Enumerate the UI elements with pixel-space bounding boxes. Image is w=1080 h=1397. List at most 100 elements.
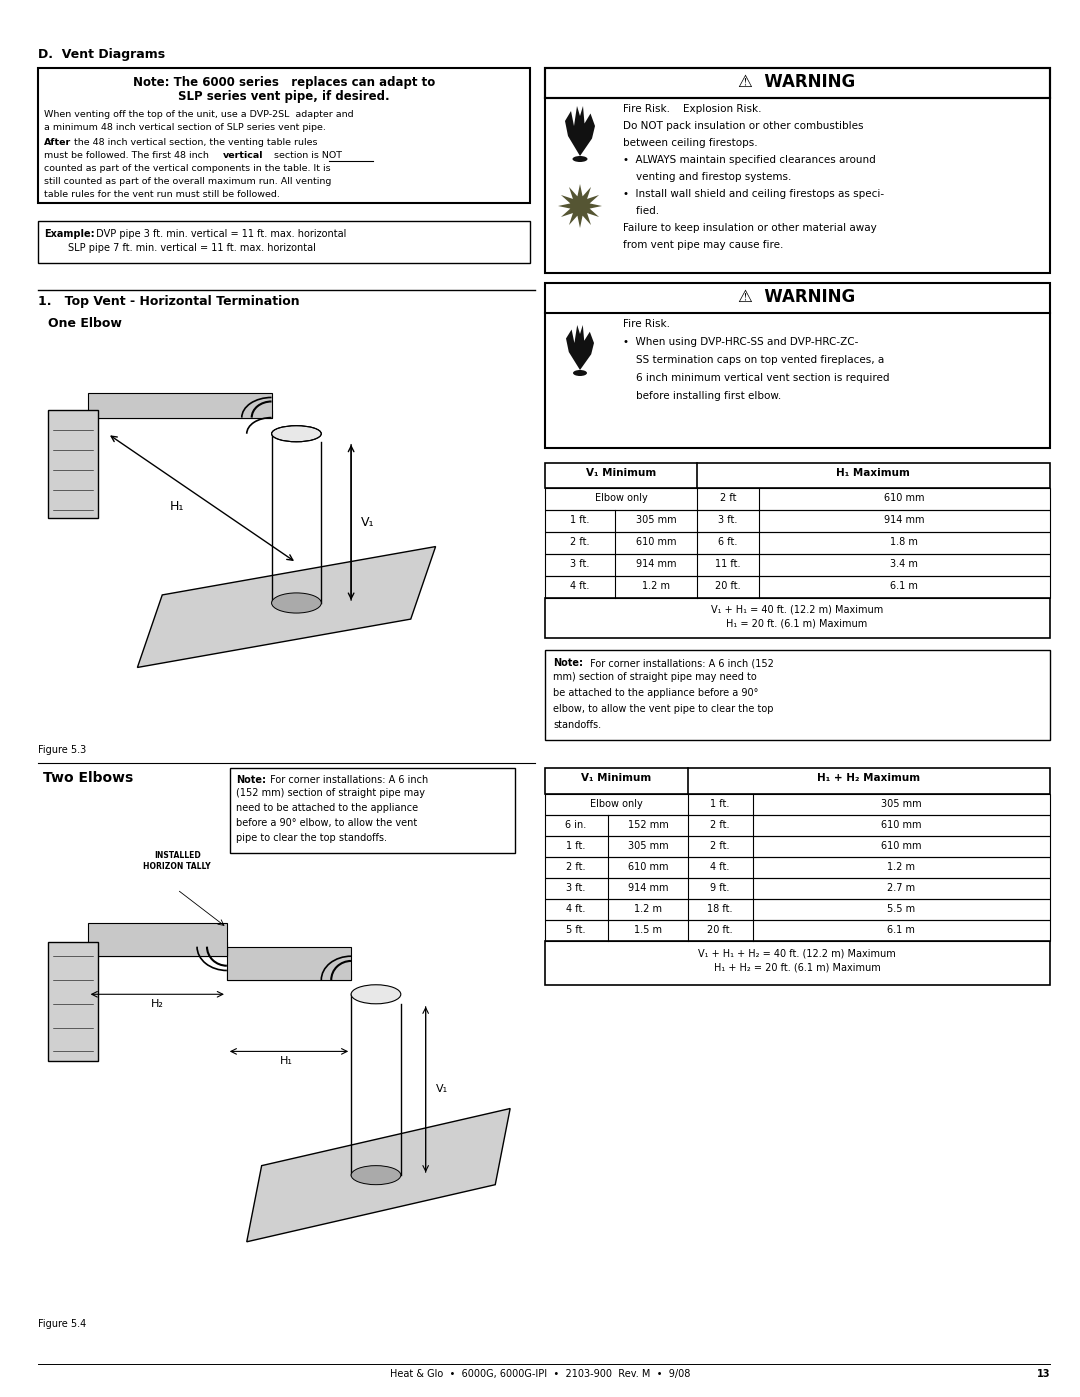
- Text: V₁ Minimum: V₁ Minimum: [581, 773, 651, 782]
- Bar: [545, 68, 1050, 98]
- Text: INSTALLED
HORIZON TALLY: INSTALLED HORIZON TALLY: [144, 851, 211, 870]
- Text: (152 mm) section of straight pipe may: (152 mm) section of straight pipe may: [237, 788, 426, 798]
- Bar: [38, 68, 530, 203]
- Text: 610 mm: 610 mm: [627, 862, 669, 872]
- Bar: [545, 68, 1050, 272]
- Text: Failure to keep insulation or other material away: Failure to keep insulation or other mate…: [623, 224, 877, 233]
- Text: For corner installations: A 6 inch: For corner installations: A 6 inch: [267, 775, 429, 785]
- Text: H₁ Maximum: H₁ Maximum: [836, 468, 910, 478]
- Text: 11 ft.: 11 ft.: [715, 559, 741, 569]
- Text: 13: 13: [1037, 1369, 1050, 1379]
- Text: Fire Risk.: Fire Risk.: [623, 319, 670, 330]
- Text: 2 ft.: 2 ft.: [566, 862, 585, 872]
- Text: •  Install wall shield and ceiling firestops as speci-: • Install wall shield and ceiling firest…: [623, 189, 885, 198]
- Text: 5.5 m: 5.5 m: [887, 904, 915, 914]
- Text: the 48 inch vertical section, the venting table rules: the 48 inch vertical section, the ventin…: [71, 138, 318, 147]
- Text: a minimum 48 inch vertical section of SLP series vent pipe.: a minimum 48 inch vertical section of SL…: [44, 123, 326, 131]
- Polygon shape: [137, 546, 435, 668]
- Ellipse shape: [271, 426, 321, 441]
- Text: 6.1 m: 6.1 m: [890, 581, 918, 591]
- Ellipse shape: [271, 592, 321, 613]
- Text: H₂: H₂: [151, 999, 164, 1009]
- Bar: [545, 942, 1050, 985]
- Polygon shape: [87, 409, 271, 418]
- Text: Heat & Glo  •  6000G, 6000G-IPI  •  2103-900  Rev. M  •  9/08: Heat & Glo • 6000G, 6000G-IPI • 2103-900…: [390, 1369, 690, 1379]
- Polygon shape: [48, 942, 97, 1060]
- Text: 1.8 m: 1.8 m: [890, 536, 918, 548]
- Text: Elbow only: Elbow only: [595, 493, 647, 503]
- Bar: [545, 532, 1050, 555]
- Polygon shape: [566, 326, 594, 370]
- Text: V₁ Minimum: V₁ Minimum: [585, 468, 657, 478]
- Text: 18 ft.: 18 ft.: [707, 904, 732, 914]
- Text: elbow, to allow the vent pipe to clear the top: elbow, to allow the vent pipe to clear t…: [553, 704, 773, 714]
- Ellipse shape: [351, 1165, 401, 1185]
- Text: 4 ft.: 4 ft.: [711, 862, 730, 872]
- Text: 152 mm: 152 mm: [627, 820, 669, 830]
- Text: 1 ft.: 1 ft.: [711, 799, 730, 809]
- Text: 1 ft.: 1 ft.: [566, 841, 585, 851]
- Text: 6.1 m: 6.1 m: [887, 925, 915, 935]
- Text: 1.2 m: 1.2 m: [642, 581, 670, 591]
- Text: V₁: V₁: [361, 515, 375, 529]
- Bar: [545, 488, 1050, 510]
- Text: 2.7 m: 2.7 m: [887, 883, 915, 893]
- Text: 2 ft: 2 ft: [719, 493, 737, 503]
- Text: counted as part of the vertical components in the table. It is: counted as part of the vertical componen…: [44, 163, 330, 173]
- Text: SS termination caps on top vented fireplaces, a: SS termination caps on top vented firepl…: [623, 355, 885, 365]
- Text: DVP pipe 3 ft. min. vertical = 11 ft. max. horizontal: DVP pipe 3 ft. min. vertical = 11 ft. ma…: [93, 229, 347, 239]
- Text: 610 mm: 610 mm: [881, 841, 921, 851]
- Text: 914 mm: 914 mm: [883, 515, 924, 525]
- Text: Two Elbows: Two Elbows: [43, 771, 133, 785]
- Text: V₁ + H₁ + H₂ = 40 ft. (12.2 m) Maximum: V₁ + H₁ + H₂ = 40 ft. (12.2 m) Maximum: [698, 949, 896, 958]
- Text: ⚠  WARNING: ⚠ WARNING: [739, 73, 855, 91]
- Text: 3 ft.: 3 ft.: [718, 515, 738, 525]
- Text: section is NOT: section is NOT: [271, 151, 342, 161]
- Text: 1.2 m: 1.2 m: [887, 862, 915, 872]
- Text: •  ALWAYS maintain specified clearances around: • ALWAYS maintain specified clearances a…: [623, 155, 876, 165]
- Text: 4 ft.: 4 ft.: [570, 581, 590, 591]
- Text: 6 in.: 6 in.: [565, 820, 586, 830]
- Ellipse shape: [351, 985, 401, 1004]
- Text: 610 mm: 610 mm: [883, 493, 924, 503]
- Polygon shape: [87, 942, 227, 956]
- Polygon shape: [227, 947, 351, 981]
- Bar: [545, 576, 1050, 598]
- Text: V₁ + H₁ = 40 ft. (12.2 m) Maximum: V₁ + H₁ = 40 ft. (12.2 m) Maximum: [711, 604, 883, 615]
- Text: 305 mm: 305 mm: [880, 799, 921, 809]
- Polygon shape: [227, 971, 351, 981]
- Text: must be followed. The first 48 inch: must be followed. The first 48 inch: [44, 151, 212, 161]
- Bar: [545, 856, 1050, 877]
- Bar: [545, 598, 1050, 638]
- Bar: [545, 284, 1050, 448]
- Text: Elbow only: Elbow only: [590, 799, 643, 809]
- Text: 20 ft.: 20 ft.: [715, 581, 741, 591]
- Text: fied.: fied.: [623, 205, 659, 217]
- Text: 20 ft.: 20 ft.: [707, 925, 733, 935]
- Bar: [545, 650, 1050, 740]
- Text: standoffs.: standoffs.: [553, 719, 602, 731]
- Polygon shape: [246, 1109, 510, 1242]
- Polygon shape: [87, 923, 227, 956]
- Bar: [38, 221, 530, 263]
- Text: H₁: H₁: [280, 1056, 293, 1066]
- Text: 914 mm: 914 mm: [627, 883, 669, 893]
- Text: 2 ft.: 2 ft.: [711, 841, 730, 851]
- Polygon shape: [87, 394, 271, 418]
- Text: H₁: H₁: [170, 500, 185, 513]
- Text: 610 mm: 610 mm: [636, 536, 676, 548]
- Text: Note:: Note:: [237, 775, 266, 785]
- Text: SLP pipe 7 ft. min. vertical = 11 ft. max. horizontal: SLP pipe 7 ft. min. vertical = 11 ft. ma…: [68, 243, 315, 253]
- Polygon shape: [558, 184, 602, 228]
- Text: Do NOT pack insulation or other combustibles: Do NOT pack insulation or other combusti…: [623, 122, 864, 131]
- Text: 3 ft.: 3 ft.: [570, 559, 590, 569]
- Text: Note:: Note:: [553, 658, 583, 668]
- Bar: [545, 462, 1050, 488]
- Bar: [545, 900, 1050, 921]
- Text: 2 ft.: 2 ft.: [570, 536, 590, 548]
- Text: from vent pipe may cause fire.: from vent pipe may cause fire.: [623, 240, 783, 250]
- Polygon shape: [565, 106, 595, 156]
- Text: 6 ft.: 6 ft.: [718, 536, 738, 548]
- Bar: [545, 555, 1050, 576]
- Polygon shape: [48, 409, 97, 518]
